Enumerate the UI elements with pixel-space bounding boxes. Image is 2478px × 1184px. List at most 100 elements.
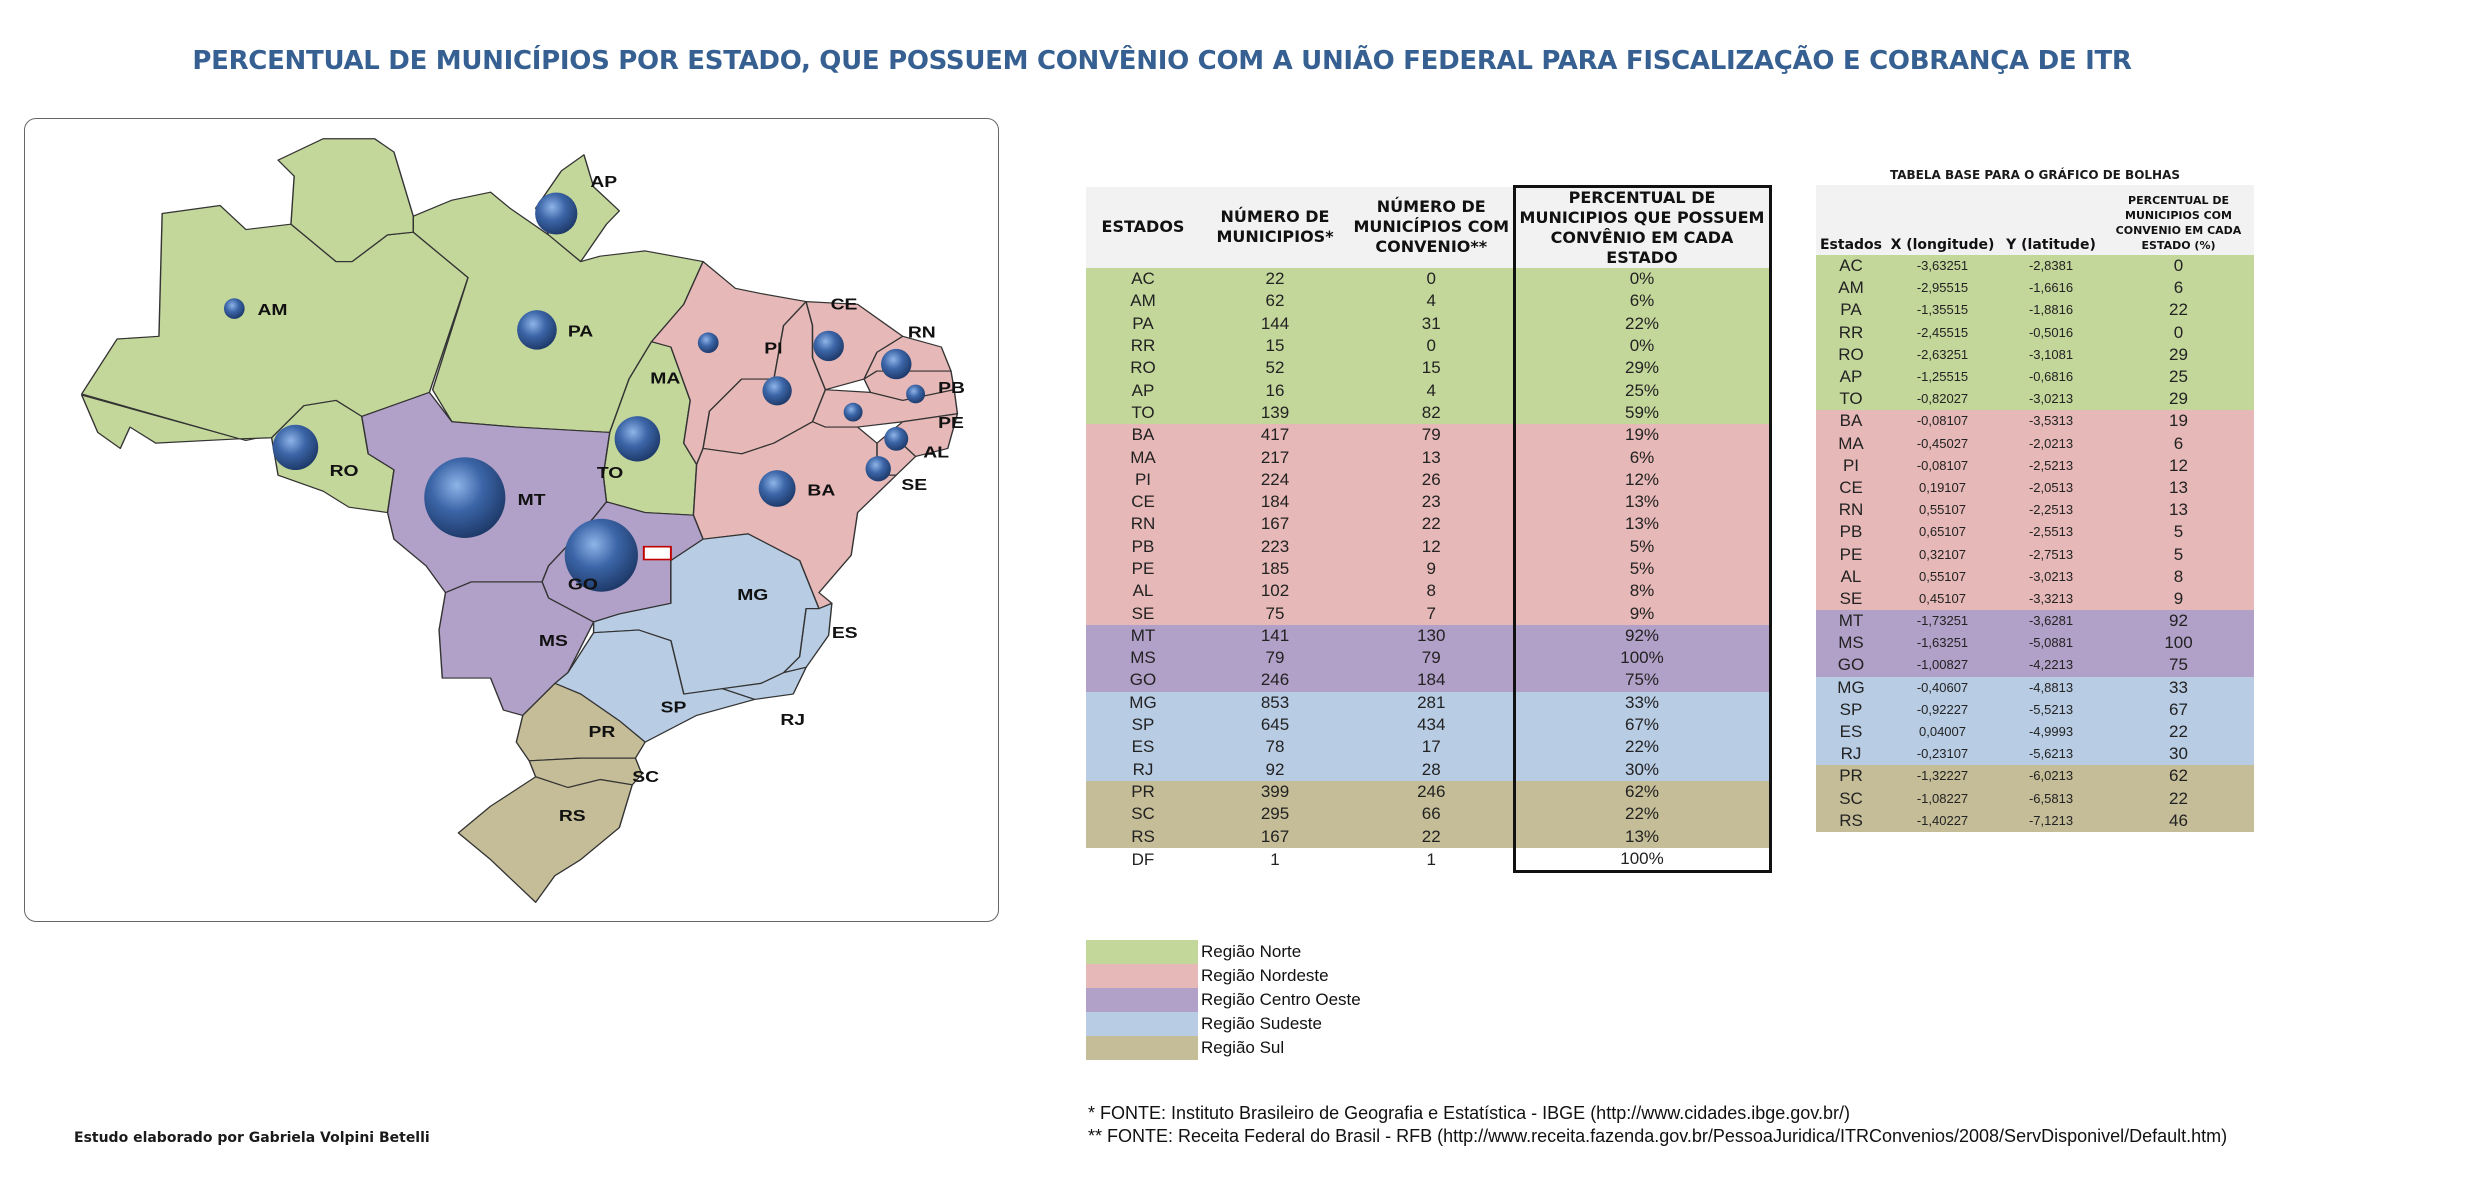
state-cell: AM (1086, 290, 1200, 313)
bubble-pb[interactable] (906, 384, 926, 404)
header-percentual: PERCENTUAL DE MUNICIPIOS COM CONVENIO EM… (2103, 185, 2254, 255)
convenio-cell: 0 (1350, 334, 1514, 358)
bubble-se[interactable] (865, 456, 891, 482)
table-row: SE 75 7 9% (1086, 602, 1772, 625)
state-pr (515, 682, 646, 762)
state-cell: AC (1086, 268, 1200, 291)
percent-cell: 5% (1512, 535, 1772, 558)
state-cell: BA (1086, 424, 1200, 447)
bubble-to[interactable] (614, 416, 661, 462)
state-cell: RS (1086, 825, 1200, 848)
brazil-bubble-map: AP AM PA CE RN PI MA PB PE AL SE BA TO R… (24, 118, 999, 922)
state-rs (457, 776, 633, 903)
convenio-cell: 184 (1350, 669, 1514, 692)
state-cell: AP (1816, 365, 1886, 389)
latitude-cell: -5,0881 (1999, 632, 2103, 655)
state-cell: SC (1816, 787, 1886, 810)
state-labels: AP AM PA CE RN PI MA PB PE AL SE BA TO R… (257, 172, 964, 824)
bubble-ce[interactable] (813, 330, 844, 362)
bubble-table-title: TABELA BASE PARA O GRÁFICO DE BOLHAS (1889, 168, 2181, 182)
bubble-ma[interactable] (697, 332, 719, 354)
bubbles (223, 192, 926, 592)
percent-cell: 100 (2103, 632, 2254, 655)
percent-cell: 100% (1512, 647, 1772, 670)
longitude-cell: -2,95515 (1886, 277, 1999, 300)
legend-item: Região Centro Oeste (1086, 988, 1361, 1012)
municipios-cell: 78 (1200, 736, 1350, 759)
percent-cell: 22 (2103, 787, 2254, 810)
table-row: AC 22 0 0% (1086, 268, 1772, 291)
bubble-ro[interactable] (272, 424, 319, 471)
label-ro: RO (330, 462, 359, 480)
bubble-al[interactable] (884, 426, 909, 451)
longitude-cell: -2,63251 (1886, 343, 1999, 366)
legend-item: Região Sul (1086, 1036, 1361, 1060)
table-row: MA -0,45027 -2,0213 6 (1816, 432, 2254, 455)
latitude-cell: -5,6213 (1999, 743, 2103, 766)
bubble-ba[interactable] (758, 470, 796, 507)
label-sp: SP (661, 698, 687, 716)
latitude-cell: -7,1213 (1999, 809, 2103, 832)
bubble-pa[interactable] (517, 310, 557, 350)
longitude-cell: -1,40227 (1886, 809, 1999, 832)
state-cell: RR (1086, 334, 1200, 358)
bubble-pe[interactable] (843, 402, 863, 422)
table-row: SE 0,45107 -3,3213 9 (1816, 587, 2254, 610)
state-cell: DF (1086, 847, 1200, 872)
percent-cell: 13% (1512, 825, 1772, 848)
legend-swatch (1086, 940, 1198, 964)
state-cell: PI (1086, 468, 1200, 491)
longitude-cell: 0,55107 (1886, 565, 1999, 588)
state-cell: RJ (1086, 758, 1200, 781)
state-cell: MG (1086, 691, 1200, 714)
state-cell: AP (1086, 379, 1200, 402)
state-cell: SP (1086, 713, 1200, 737)
convenio-cell: 434 (1350, 713, 1514, 737)
latitude-cell: -6,5813 (1999, 787, 2103, 810)
convenio-cell: 79 (1350, 647, 1514, 670)
convenio-cell: 281 (1350, 691, 1514, 714)
table-row: MG 853 281 33% (1086, 691, 1772, 714)
bubble-mt[interactable] (424, 457, 506, 538)
state-cell: RO (1086, 357, 1200, 380)
percent-cell: 8% (1512, 580, 1772, 603)
longitude-cell: -1,00827 (1886, 654, 1999, 677)
state-cell: MS (1816, 632, 1886, 655)
municipios-table-body: AC 22 0 0% AM 62 4 6% PA 144 31 22% RR 15 0 0% RO 52 15 29%… (1086, 268, 1772, 874)
table-row: MA 217 13 6% (1086, 446, 1772, 469)
municipios-cell: 167 (1200, 825, 1350, 848)
bubble-go[interactable] (564, 518, 638, 592)
bubble-pi[interactable] (762, 376, 792, 406)
source-ibge: * FONTE: Instituto Brasileiro de Geograf… (1088, 1103, 1850, 1123)
municipios-cell: 224 (1200, 468, 1350, 491)
header-percentual: PERCENTUAL DE MUNICIPIOS QUE POSSUEM CON… (1512, 185, 1772, 268)
convenio-cell: 246 (1350, 780, 1514, 804)
state-cell: GO (1086, 669, 1200, 692)
longitude-cell: -0,08107 (1886, 454, 1999, 477)
bubble-am[interactable] (223, 298, 245, 319)
longitude-cell: 0,45107 (1886, 587, 1999, 610)
table-row: RS 167 22 13% (1086, 825, 1772, 848)
label-ap: AP (590, 172, 617, 190)
percent-cell: 5 (2103, 521, 2254, 544)
table-row: BA 417 79 19% (1086, 424, 1772, 447)
label-to: TO (597, 463, 624, 481)
table-row: AM 62 4 6% (1086, 290, 1772, 313)
state-rr (277, 138, 415, 263)
state-cell: PI (1816, 454, 1886, 477)
state-cell: RS (1816, 809, 1886, 832)
latitude-cell: -5,5213 (1999, 698, 2103, 721)
bubble-ap[interactable] (535, 192, 578, 235)
table-row: AC -3,63251 -2,8381 0 (1816, 255, 2254, 278)
table-row: PR 399 246 62% (1086, 780, 1772, 804)
table-row: BA -0,08107 -3,5313 19 (1816, 410, 2254, 433)
percent-cell: 100% (1512, 847, 1772, 874)
label-se: SE (901, 476, 927, 494)
state-cell: ES (1816, 720, 1886, 744)
bubble-rn[interactable] (881, 348, 912, 380)
label-rj: RJ (780, 711, 805, 729)
table-row: PI -0,08107 -2,5213 12 (1816, 454, 2254, 477)
label-pa: PA (568, 322, 594, 340)
table-row: MS 79 79 100% (1086, 647, 1772, 670)
state-cell: SE (1086, 602, 1200, 625)
